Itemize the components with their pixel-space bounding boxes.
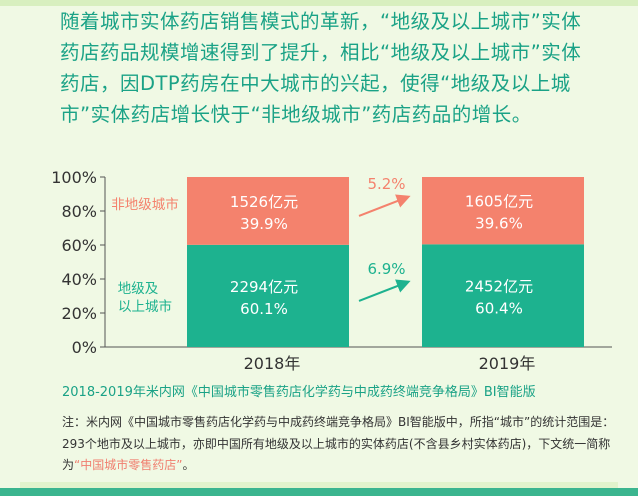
x-category-label: 2018年 [244, 354, 301, 373]
bar-percent-label: 39.6% [475, 215, 523, 233]
bar-percent-label: 39.9% [240, 215, 288, 233]
series-label-non-prefecture: 非地级城市 [111, 196, 179, 213]
bar-segment-non-prefecture-1 [187, 177, 349, 245]
bar-amount-label: 2452亿元 [465, 278, 533, 296]
growth-label: 5.2% [367, 175, 405, 193]
bar-amount-label: 2294亿元 [230, 278, 298, 296]
y-tick-label: 20% [61, 304, 97, 323]
bar-segment-prefecture-2 [422, 244, 584, 347]
market-share-chart: 0% 20% 40% 60% 80% 100% 2294亿元 60.1% 1526亿元 39.9%… [51, 168, 612, 373]
bar-percent-label: 60.1% [240, 300, 288, 318]
growth-label: 6.9% [367, 260, 405, 278]
footnote: 注：米内网《中国城市零售药店化学药与中成药终端竞争格局》BI智能版中，所指“城市… [62, 412, 622, 477]
top-decorative-band [0, 0, 638, 6]
chart-source-caption: 2018-2019年米内网《中国城市零售药店化学药与中成药终端竞争格局》BI智能… [62, 385, 536, 400]
bar-percent-label: 60.4% [475, 300, 523, 318]
y-tick-label: 0% [72, 338, 97, 357]
growth-arrow [358, 279, 411, 302]
series-label-prefecture-line2: 以上城市 [118, 298, 172, 315]
footnote-text: 注：米内网《中国城市零售药店化学药与中成药终端竞争格局》BI智能版中，所指“城市… [62, 415, 615, 472]
bar-amount-label: 1605亿元 [465, 193, 533, 211]
y-tick-label: 40% [61, 270, 97, 289]
intro-paragraph: 随着城市实体药店销售模式的革新，“地级及以上城市”实体药店药品规模增速得到了提升… [60, 10, 582, 126]
bottom-decorative-strip [20, 482, 618, 488]
bar-amount-label: 1526亿元 [230, 193, 298, 211]
bar-segment-prefecture-1 [187, 244, 349, 347]
bar-segment-non-prefecture-2 [422, 177, 584, 245]
series-label-prefecture-line1: 地级及 [118, 281, 159, 297]
y-tick-label: 100% [51, 168, 97, 187]
y-tick-label: 60% [61, 236, 97, 255]
footnote-end: 。 [182, 458, 195, 472]
x-category-label: 2019年 [479, 354, 536, 373]
footnote-highlight: “中国城市零售药店” [74, 458, 183, 472]
growth-arrow [358, 194, 411, 217]
y-tick-label: 80% [61, 202, 97, 221]
bottom-decorative-band [0, 488, 638, 496]
